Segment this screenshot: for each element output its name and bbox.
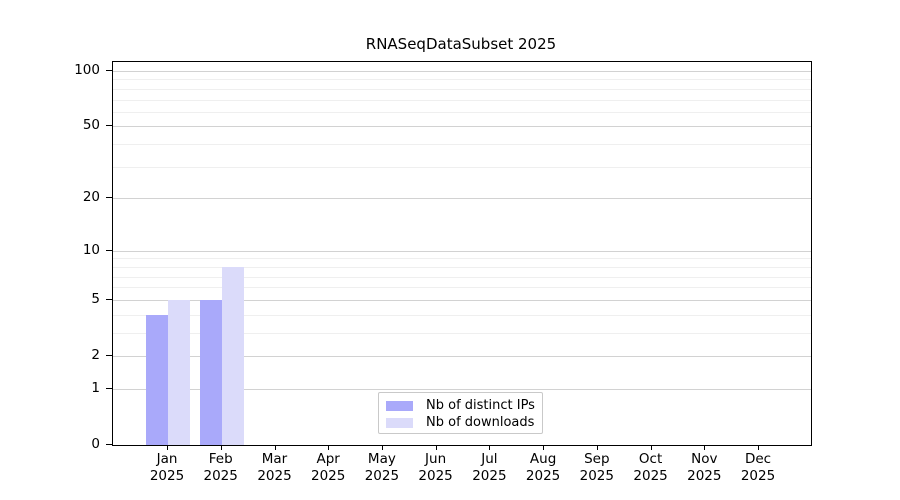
x-tick-year: 2025 xyxy=(579,468,614,484)
x-tick-year: 2025 xyxy=(472,468,507,484)
x-tick-mark xyxy=(435,445,437,450)
minor-gridline xyxy=(113,166,811,168)
bar-feb-distinct-ips xyxy=(199,299,222,445)
major-gridline xyxy=(113,388,811,390)
x-tick-label-may: May 2025 xyxy=(347,451,417,485)
x-tick-label-nov: Nov 2025 xyxy=(669,451,739,485)
x-tick-mark xyxy=(596,445,598,450)
y-tick-mark xyxy=(106,387,112,389)
bar-jan-downloads xyxy=(168,299,190,445)
major-gridline xyxy=(113,71,811,72)
x-tick-label-feb: Feb 2025 xyxy=(186,451,256,485)
x-tick-label-dec: Dec 2025 xyxy=(723,451,793,485)
y-tick-label: 2 xyxy=(91,347,100,363)
x-tick-label-jan: Jan 2025 xyxy=(132,451,202,485)
x-tick-year: 2025 xyxy=(633,468,668,484)
bar-jan-distinct-ips xyxy=(146,314,168,445)
x-tick-label-aug: Aug 2025 xyxy=(508,451,578,485)
major-gridline xyxy=(113,126,811,128)
x-tick-mark xyxy=(650,445,652,450)
y-tick-label: 50 xyxy=(82,117,100,134)
x-tick-mark xyxy=(704,445,706,450)
minor-gridline xyxy=(113,332,811,334)
x-tick-year: 2025 xyxy=(525,468,561,484)
x-tick-year: 2025 xyxy=(149,468,185,484)
y-tick-mark xyxy=(106,70,112,71)
x-tick-year: 2025 xyxy=(203,468,238,484)
x-tick-mark xyxy=(167,445,168,450)
x-tick-label-mar: Mar 2025 xyxy=(240,451,310,485)
x-tick-mark xyxy=(274,445,276,450)
plot-area xyxy=(112,61,812,446)
legend-swatch-distinct-ips-icon xyxy=(386,400,413,411)
y-tick-mark xyxy=(106,125,112,127)
y-tick-label: 1 xyxy=(91,379,100,396)
minor-gridline xyxy=(113,314,811,316)
x-tick-label-jul: Jul 2025 xyxy=(454,451,524,485)
x-tick-year: 2025 xyxy=(364,468,400,484)
minor-gridline xyxy=(113,88,811,90)
y-tick-mark xyxy=(106,355,112,356)
y-tick-mark xyxy=(106,249,112,251)
legend-item-distinct-ips: Nb of distinct IPs xyxy=(379,397,542,414)
minor-gridline xyxy=(113,144,811,146)
x-tick-mark xyxy=(220,445,222,450)
legend-swatch-downloads-icon xyxy=(386,417,413,428)
y-tick-label: 0 xyxy=(91,436,100,452)
legend-label-distinct-ips: Nb of distinct IPs xyxy=(426,398,535,413)
x-tick-mark xyxy=(489,445,491,450)
y-tick-label: 100 xyxy=(74,62,100,78)
y-tick-label: 5 xyxy=(91,290,100,307)
minor-gridline xyxy=(113,276,811,278)
y-tick-mark xyxy=(106,298,112,300)
chart-title: RNASeqDataSubset 2025 xyxy=(365,35,557,53)
legend-item-downloads: Nb of downloads xyxy=(379,414,542,431)
y-tick-label: 20 xyxy=(82,189,100,206)
x-tick-mark xyxy=(328,445,330,450)
legend: Nb of distinct IPs Nb of downloads xyxy=(378,392,543,434)
minor-gridline xyxy=(113,258,811,260)
x-tick-year: 2025 xyxy=(311,468,346,484)
minor-gridline xyxy=(113,111,811,113)
y-tick-mark xyxy=(106,444,112,445)
major-gridline xyxy=(113,198,811,200)
x-tick-year: 2025 xyxy=(687,468,722,484)
x-tick-year: 2025 xyxy=(740,468,776,484)
x-tick-label-apr: Apr 2025 xyxy=(293,451,363,485)
x-tick-label-jun: Jun 2025 xyxy=(401,451,471,485)
legend-label-downloads: Nb of downloads xyxy=(426,415,535,430)
x-tick-label-sep: Sep 2025 xyxy=(562,451,632,485)
minor-gridline xyxy=(113,99,811,101)
y-tick-label: 10 xyxy=(82,241,100,258)
bar-feb-downloads xyxy=(221,266,244,445)
major-gridline xyxy=(113,356,811,357)
x-tick-label-oct: Oct 2025 xyxy=(616,451,686,485)
major-gridline xyxy=(113,250,811,252)
x-tick-year: 2025 xyxy=(418,468,453,484)
minor-gridline xyxy=(113,287,811,289)
x-tick-mark xyxy=(543,445,545,450)
major-gridline xyxy=(113,299,811,301)
minor-gridline xyxy=(113,266,811,268)
x-tick-mark xyxy=(758,445,759,450)
minor-gridline xyxy=(113,79,811,81)
y-tick-mark xyxy=(106,197,112,199)
x-tick-mark xyxy=(381,445,383,450)
x-tick-year: 2025 xyxy=(257,468,292,484)
